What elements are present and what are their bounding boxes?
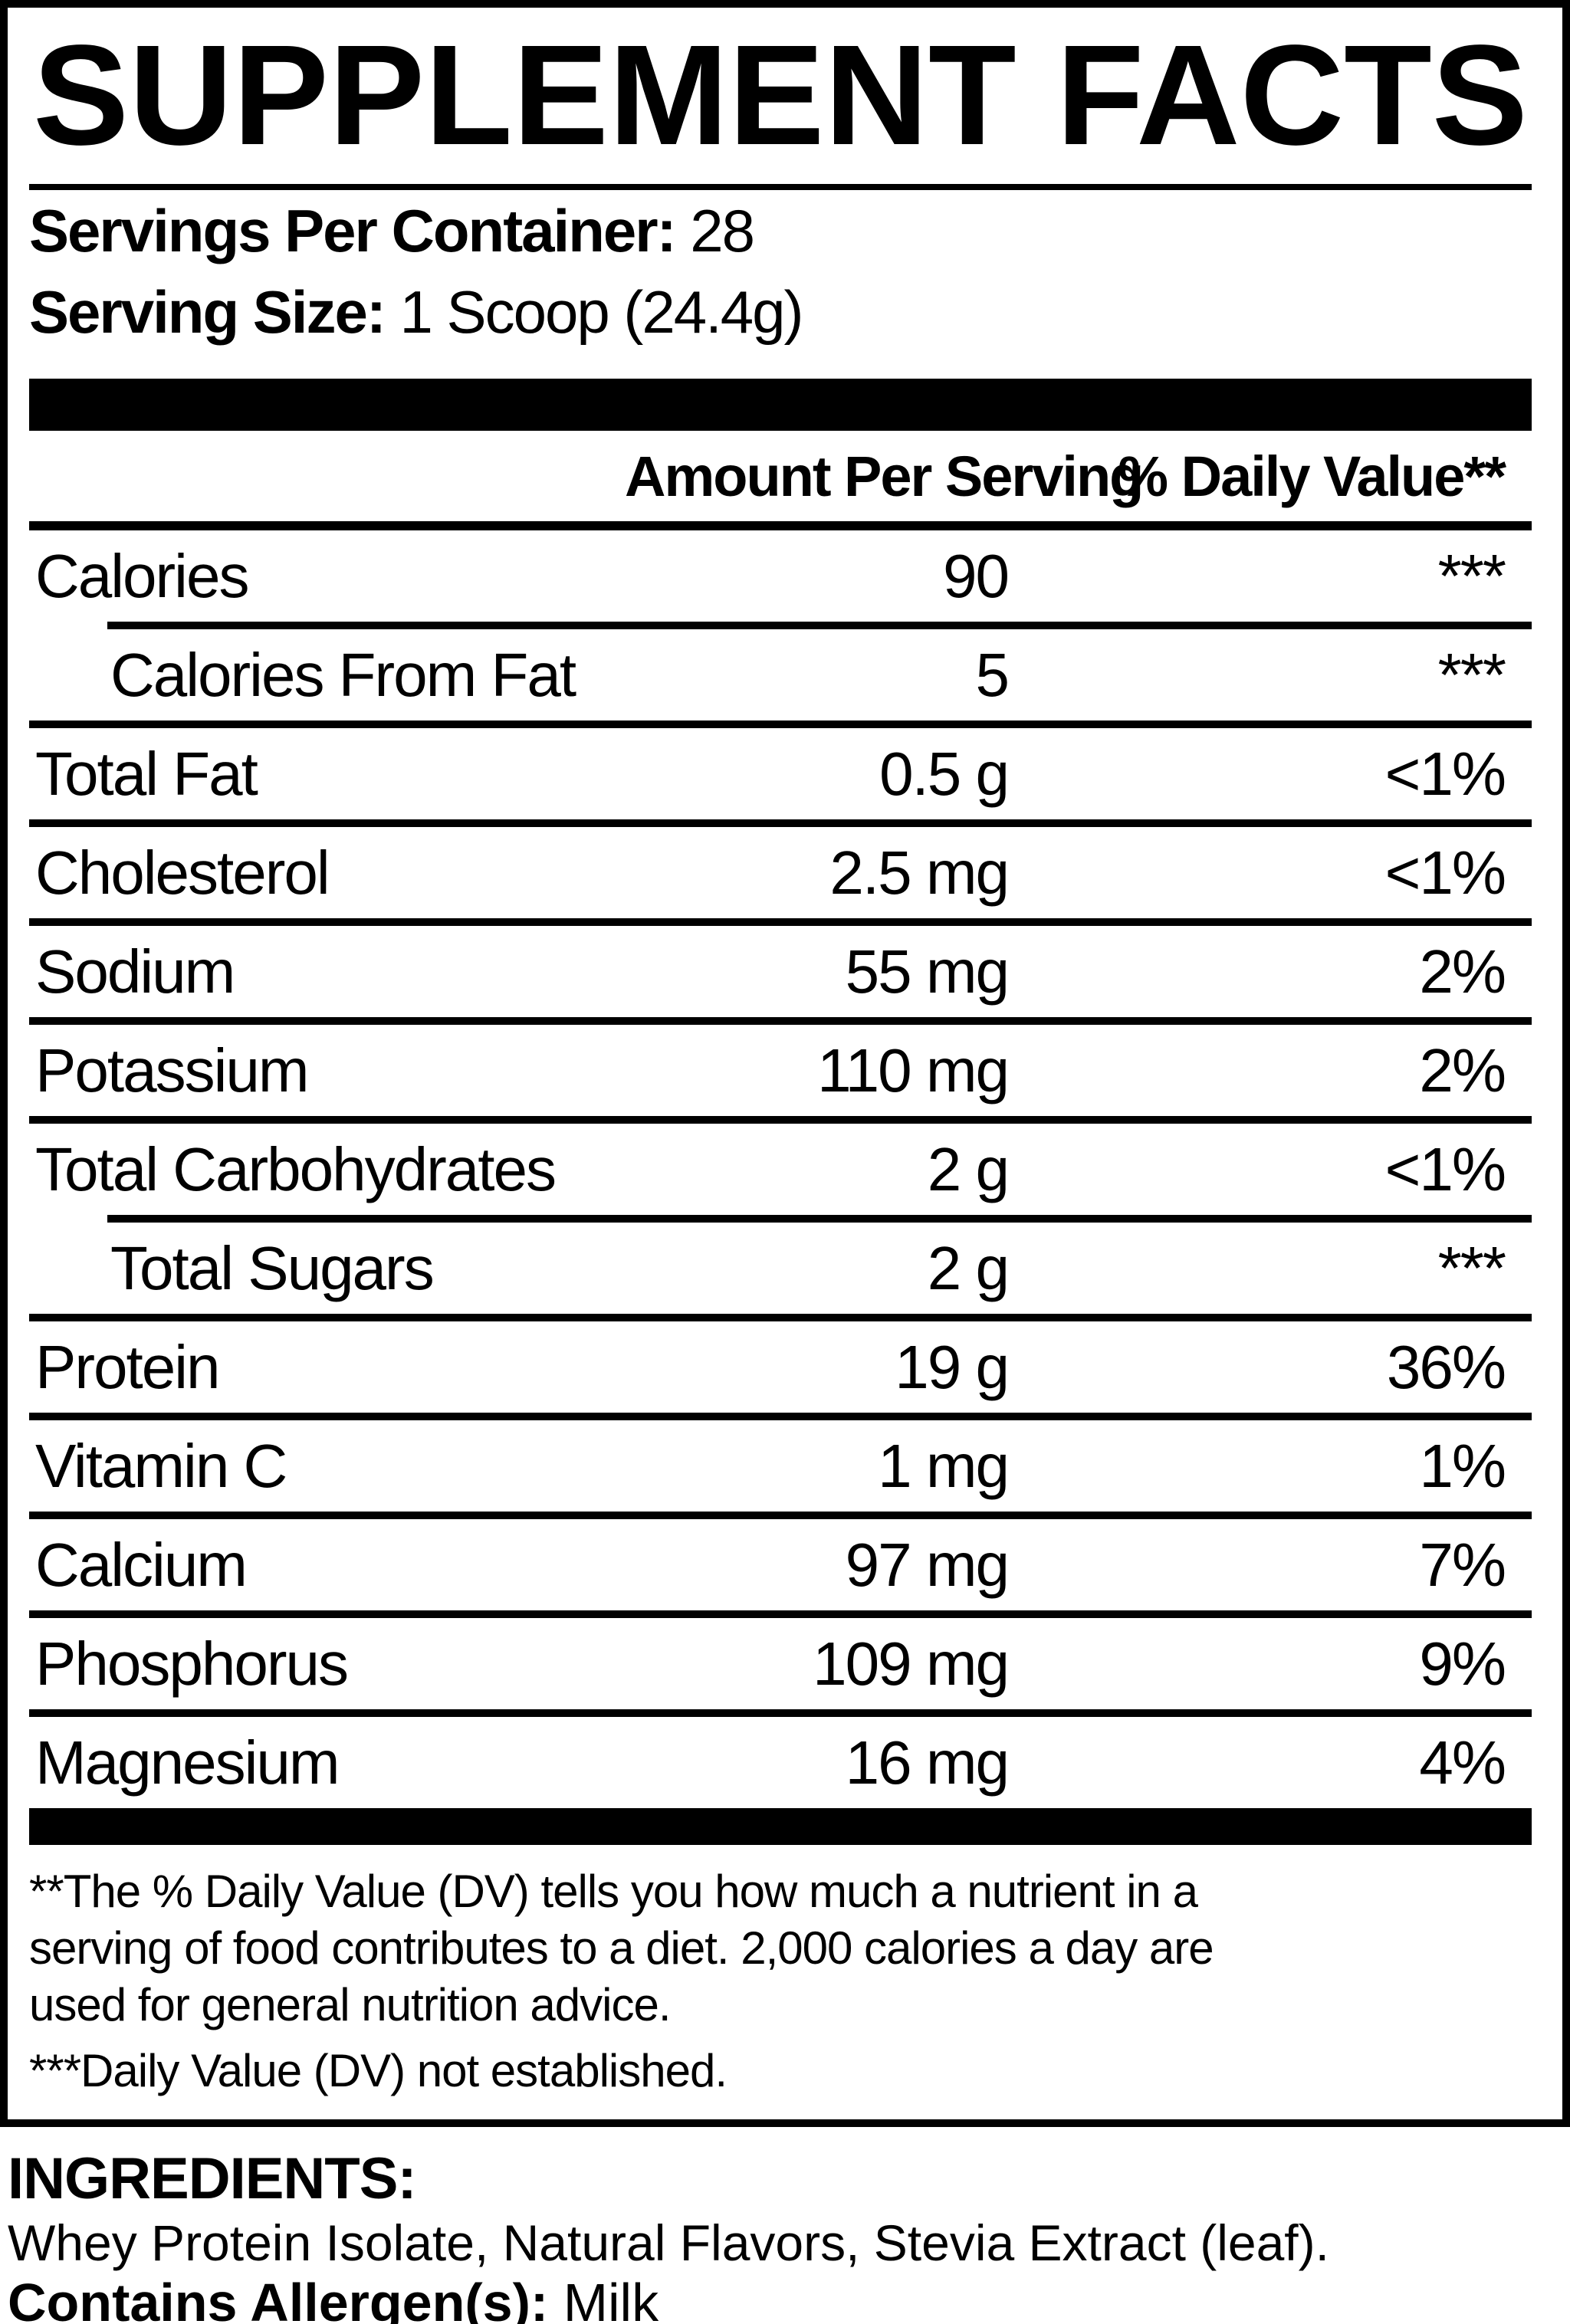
allergen-label: Contains Allergen(s): xyxy=(8,2273,549,2324)
nutrient-daily-value: 2% xyxy=(1419,1036,1506,1105)
footnote-dv-not-established: ***Daily Value (DV) not established. xyxy=(29,2045,728,2096)
table-row: Magnesium 16 mg 4% xyxy=(29,1717,1532,1808)
row-separator xyxy=(29,721,1532,728)
allergen-statement: Contains Allergen(s): Milk xyxy=(8,2276,1570,2324)
nutrient-label: Total Carbohydrates xyxy=(35,1134,557,1203)
nutrient-label: Protein xyxy=(35,1332,220,1401)
table-row: Total Sugars 2 g *** xyxy=(29,1223,1532,1314)
nutrient-label: Total Sugars xyxy=(110,1233,435,1302)
nutrient-label: Cholesterol xyxy=(35,838,330,907)
allergen-value: Milk xyxy=(563,2273,659,2324)
row-separator xyxy=(29,918,1532,926)
table-header-row: Amount Per Serving % Daily Value** xyxy=(29,431,1532,521)
nutrient-daily-value: 1% xyxy=(1419,1431,1506,1500)
divider-bar-bottom xyxy=(29,1808,1532,1845)
row-separator xyxy=(29,1610,1532,1618)
nutrient-amount: 2 g xyxy=(927,1134,1010,1203)
row-separator xyxy=(29,1314,1532,1321)
table-header-separator xyxy=(29,521,1532,530)
table-row: Calcium 97 mg 7% xyxy=(29,1519,1532,1610)
row-separator xyxy=(29,1512,1532,1519)
nutrient-amount: 109 mg xyxy=(813,1629,1010,1698)
servings-per-container-value: 28 xyxy=(690,197,755,264)
table-row: Protein 19 g 36% xyxy=(29,1321,1532,1413)
nutrient-amount: 16 mg xyxy=(845,1728,1010,1797)
nutrient-label: Sodium xyxy=(35,937,235,1006)
nutrient-daily-value: 2% xyxy=(1419,937,1506,1006)
row-separator xyxy=(107,1215,1532,1223)
header-amount-per-serving: Amount Per Serving xyxy=(625,444,1144,508)
table-row: Calories 90 *** xyxy=(29,530,1532,622)
ingredients-heading: INGREDIENTS: xyxy=(8,2146,417,2211)
footnote-dv-line-1: **The % Daily Value (DV) tells you how m… xyxy=(29,1866,1198,1917)
ingredients-list: Whey Protein Isolate, Natural Flavors, S… xyxy=(8,2214,1329,2271)
row-separator xyxy=(29,1709,1532,1717)
table-row: Sodium 55 mg 2% xyxy=(29,926,1532,1017)
title-separator xyxy=(29,184,1532,190)
header-daily-value: % Daily Value** xyxy=(1118,444,1506,508)
nutrient-label: Magnesium xyxy=(35,1728,340,1797)
divider-bar-top xyxy=(29,379,1532,431)
nutrient-label: Total Fat xyxy=(35,739,258,808)
nutrient-daily-value: <1% xyxy=(1384,1134,1506,1203)
nutrient-daily-value: 36% xyxy=(1386,1332,1506,1401)
nutrient-amount: 97 mg xyxy=(845,1530,1010,1599)
row-separator xyxy=(29,1116,1532,1124)
table-row: Cholesterol 2.5 mg <1% xyxy=(29,827,1532,918)
table-row: Potassium 110 mg 2% xyxy=(29,1025,1532,1116)
nutrient-amount: 0.5 g xyxy=(879,739,1010,808)
serving-size: Serving Size: 1 Scoop (24.4g) xyxy=(29,271,1532,353)
nutrient-daily-value: *** xyxy=(1437,541,1506,610)
row-separator xyxy=(29,1413,1532,1420)
table-row: Total Carbohydrates 2 g <1% xyxy=(29,1124,1532,1215)
table-row: Phosphorus 109 mg 9% xyxy=(29,1618,1532,1709)
nutrient-amount: 19 g xyxy=(895,1332,1010,1401)
title-svg: SUPPLEMENT FACTS xyxy=(33,35,1528,158)
servings-per-container-label: Servings Per Container: xyxy=(29,197,677,264)
nutrient-amount: 1 mg xyxy=(878,1431,1010,1500)
footnote-dv-line-2: serving of food contributes to a diet. 2… xyxy=(29,1922,1214,1974)
nutrient-amount: 2.5 mg xyxy=(829,838,1010,907)
row-separator xyxy=(29,819,1532,827)
nutrient-label: Phosphorus xyxy=(35,1629,349,1698)
title-text: SUPPLEMENT FACTS xyxy=(33,35,1528,158)
ingredients-section: INGREDIENTS: Whey Protein Isolate, Natur… xyxy=(8,2147,1570,2324)
serving-size-label: Serving Size: xyxy=(29,278,386,346)
title: SUPPLEMENT FACTS xyxy=(29,35,1532,158)
nutrient-daily-value: 7% xyxy=(1419,1530,1506,1599)
table-row: Calories From Fat 5 *** xyxy=(29,629,1532,721)
nutrient-daily-value: *** xyxy=(1437,1233,1506,1302)
nutrient-table: Calories 90 *** Calories From Fat 5 *** Total … xyxy=(29,530,1532,1808)
nutrient-label: Vitamin C xyxy=(35,1431,287,1500)
nutrient-label: Potassium xyxy=(35,1036,309,1105)
row-separator xyxy=(107,622,1532,629)
footnotes: **The % Daily Value (DV) tells you how m… xyxy=(29,1863,1532,2099)
nutrient-daily-value: <1% xyxy=(1384,838,1506,907)
table-row: Vitamin C 1 mg 1% xyxy=(29,1420,1532,1512)
nutrient-amount: 5 xyxy=(975,640,1010,709)
nutrient-label: Calories From Fat xyxy=(110,640,576,709)
nutrient-amount: 90 xyxy=(943,541,1010,610)
nutrient-label: Calcium xyxy=(35,1530,248,1599)
nutrient-daily-value: *** xyxy=(1437,640,1506,709)
nutrient-amount: 2 g xyxy=(927,1233,1010,1302)
nutrient-daily-value: 4% xyxy=(1419,1728,1506,1797)
footnote-dv-line-3: used for general nutrition advice. xyxy=(29,1979,672,2030)
nutrient-label: Calories xyxy=(35,541,249,610)
nutrient-amount: 110 mg xyxy=(817,1036,1010,1105)
nutrient-amount: 55 mg xyxy=(845,937,1010,1006)
nutrient-daily-value: <1% xyxy=(1384,739,1506,808)
table-row: Total Fat 0.5 g <1% xyxy=(29,728,1532,819)
nutrient-daily-value: 9% xyxy=(1419,1629,1506,1698)
serving-size-value: 1 Scoop (24.4g) xyxy=(399,278,804,346)
facts-panel-inner: SUPPLEMENT FACTS Servings Per Container:… xyxy=(29,35,1532,2099)
facts-panel: SUPPLEMENT FACTS Servings Per Container:… xyxy=(0,0,1570,2127)
servings-per-container: Servings Per Container: 28 xyxy=(29,190,1532,271)
row-separator xyxy=(29,1017,1532,1025)
